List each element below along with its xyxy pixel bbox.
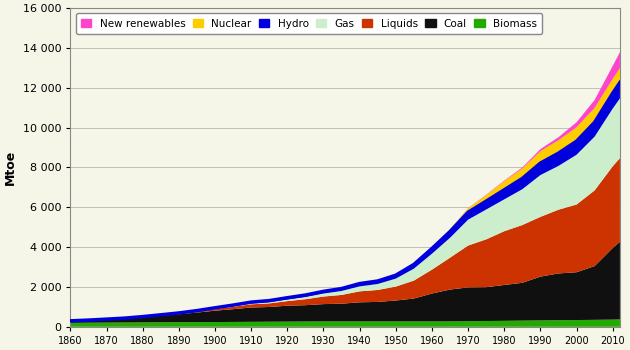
Legend: New renewables, Nuclear, Hydro, Gas, Liquids, Coal, Biomass: New renewables, Nuclear, Hydro, Gas, Liq… [76, 13, 542, 34]
Y-axis label: Mtoe: Mtoe [4, 150, 17, 185]
